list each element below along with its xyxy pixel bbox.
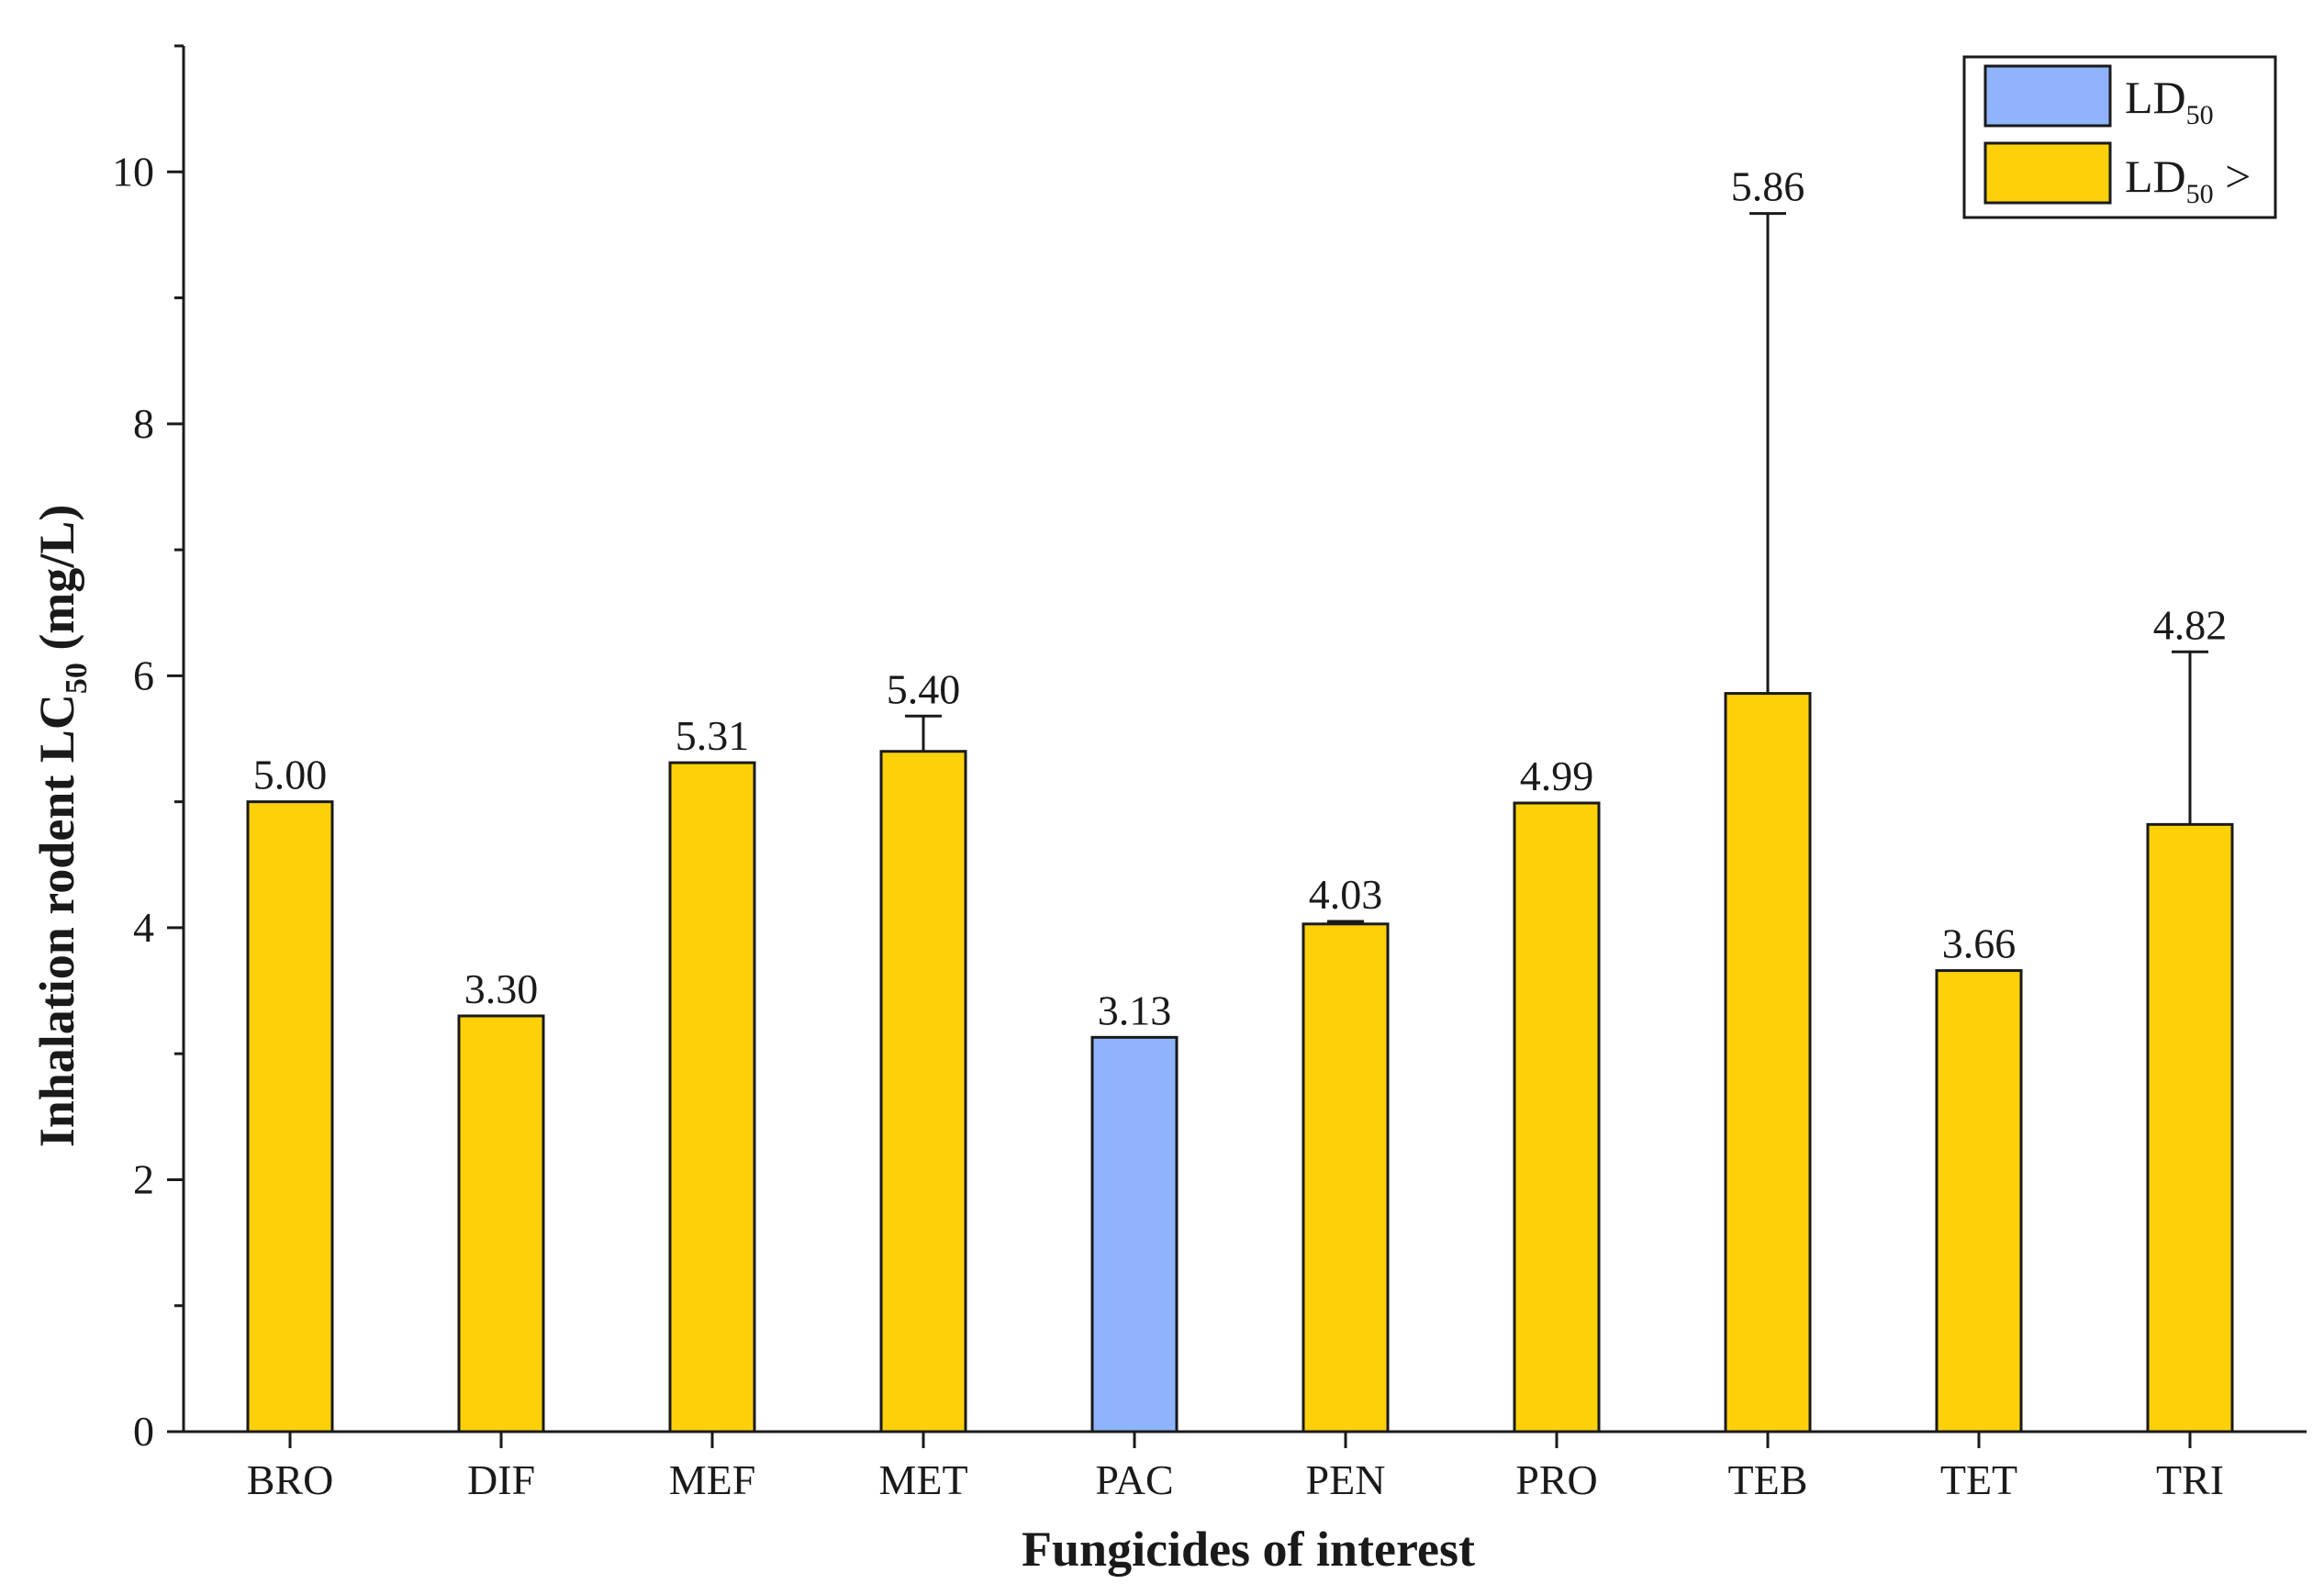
bar-met [879, 750, 967, 1433]
y-tick-label: 4 [133, 904, 154, 951]
y-tick-label: 2 [133, 1155, 154, 1202]
x-tick-label: PAC [1095, 1456, 1173, 1503]
bars-layer [246, 692, 2234, 1433]
bar-value-label-met: 5.40 [887, 665, 961, 712]
legend-ld50-greater-name: LD [2125, 151, 2186, 202]
y-axis-title: Inhalation rodent LC50 (mg/L) [29, 505, 94, 1148]
bar-value-label-teb: 5.86 [1731, 163, 1805, 210]
bar-value-label-pac: 3.13 [1098, 987, 1172, 1033]
bar-value-label-pro: 4.99 [1520, 753, 1594, 799]
bar-pro [1513, 801, 1601, 1433]
legend-ld50-greater-suffix: > [2214, 151, 2251, 202]
x-tick-label: PRO [1515, 1456, 1597, 1503]
x-tick-label: MET [878, 1456, 967, 1503]
x-tick-label: TET [1940, 1456, 2017, 1503]
axes-layer: 0 2 4 6 8 10 BRO DIF MEF MET PAC PEN PRO TEB TET TRI [112, 44, 2307, 1503]
bar-pen [1302, 922, 1390, 1433]
bar-value-label-pen: 4.03 [1309, 871, 1383, 918]
legend: LD50 LD50 > [1962, 55, 2277, 219]
x-tick-label: DIF [467, 1456, 535, 1503]
error-bars-layer [905, 212, 2208, 924]
bar-tet [1935, 969, 2023, 1433]
y-tick-label: 6 [133, 652, 154, 698]
y-tick-label: 0 [133, 1408, 154, 1455]
y-axis-title-unit: (mg/L) [29, 505, 84, 663]
x-tick-label: MEF [669, 1456, 756, 1503]
bar-value-label-bro: 5.00 [253, 752, 328, 798]
bar-value-label-dif: 3.30 [464, 965, 539, 1012]
y-tick-label: 10 [112, 148, 154, 195]
legend-label-ld50: LD50 [2125, 72, 2214, 130]
y-tick-label: 8 [133, 400, 154, 447]
x-tick-label: TEB [1728, 1456, 1808, 1503]
bar-mef [668, 761, 756, 1433]
x-tick-label: TRI [2156, 1456, 2224, 1503]
bar-value-label-tri: 4.82 [2153, 601, 2228, 648]
bar-pac [1090, 1035, 1179, 1433]
x-tick-label: BRO [247, 1456, 334, 1503]
bar-value-label-mef: 5.31 [676, 712, 750, 759]
bar-labels-layer: 5.00 3.30 5.31 5.40 3.13 4.03 4.99 5.86 3.66 4.82 [253, 163, 2228, 1034]
legend-swatch-ld50-greater [1983, 141, 2112, 205]
bar-tri [2146, 822, 2234, 1433]
y-axis-title-group: Inhalation rodent LC50 (mg/L) [29, 505, 94, 1148]
x-axis-title-group: Fungicides of interest [1022, 1522, 1475, 1577]
legend-ld50-name: LD [2125, 72, 2186, 123]
bar-value-label-tet: 3.66 [1942, 920, 2017, 967]
legend-ld50-sub: 50 [2186, 100, 2214, 130]
legend-swatch-ld50 [1983, 64, 2112, 128]
x-axis-title: Fungicides of interest [1022, 1522, 1475, 1577]
y-axis-title-main: Inhalation rodent LC [29, 694, 84, 1147]
x-tick-label: PEN [1306, 1456, 1386, 1503]
bar-dif [457, 1014, 545, 1433]
bar-teb [1724, 692, 1812, 1433]
legend-ld50-greater-sub: 50 [2186, 179, 2214, 209]
legend-label-ld50-greater: LD50 > [2125, 151, 2251, 209]
bar-bro [246, 800, 334, 1433]
y-axis-title-sub: 50 [60, 663, 94, 694]
